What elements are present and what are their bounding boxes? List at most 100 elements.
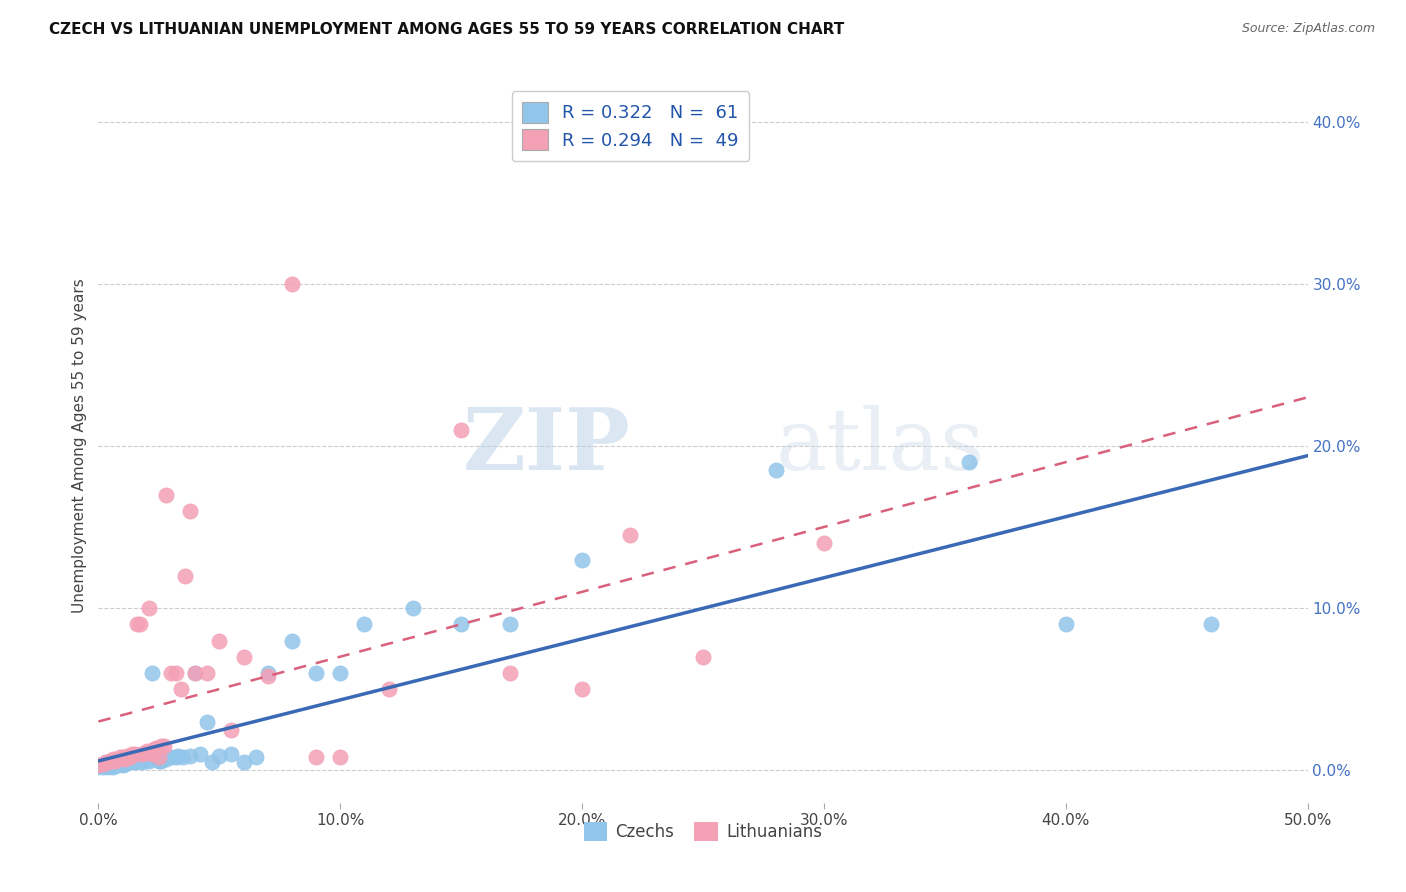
Point <box>765 463 787 477</box>
Point <box>97 756 120 770</box>
Point <box>141 747 163 761</box>
Point <box>91 756 114 771</box>
Point <box>208 748 231 763</box>
Point <box>104 754 127 768</box>
Point <box>104 758 127 772</box>
Point <box>118 756 141 770</box>
Point <box>138 754 160 768</box>
Text: Source: ZipAtlas.com: Source: ZipAtlas.com <box>1241 22 1375 36</box>
Point <box>148 750 170 764</box>
Point <box>165 666 187 681</box>
Point <box>169 682 191 697</box>
Point <box>127 754 149 768</box>
Y-axis label: Unemployment Among Ages 55 to 59 years: Unemployment Among Ages 55 to 59 years <box>72 278 87 614</box>
Point <box>221 747 243 761</box>
Point <box>256 669 278 683</box>
Point <box>150 739 173 753</box>
Point <box>87 760 110 774</box>
Point <box>172 750 194 764</box>
Point <box>571 552 593 566</box>
Point <box>131 752 153 766</box>
Point <box>128 617 150 632</box>
Point <box>245 750 267 764</box>
Point <box>201 756 224 770</box>
Point <box>124 754 146 768</box>
Point <box>107 756 129 770</box>
Point <box>131 756 153 770</box>
Point <box>107 758 129 772</box>
Point <box>94 756 117 770</box>
Point <box>138 601 160 615</box>
Point <box>134 746 156 760</box>
Point <box>100 754 122 768</box>
Point <box>184 666 207 681</box>
Point <box>111 750 134 764</box>
Point <box>150 754 173 768</box>
Text: atlas: atlas <box>776 404 984 488</box>
Point <box>813 536 835 550</box>
Point <box>107 752 129 766</box>
Point <box>94 756 117 770</box>
Point <box>131 747 153 761</box>
Point <box>184 666 207 681</box>
Point <box>450 423 472 437</box>
Point <box>498 666 520 681</box>
Point <box>135 744 157 758</box>
Text: ZIP: ZIP <box>463 404 630 488</box>
Point <box>111 756 134 770</box>
Point <box>498 617 520 632</box>
Point <box>117 754 139 768</box>
Point <box>179 748 201 763</box>
Point <box>101 752 124 766</box>
Point <box>152 750 174 764</box>
Point <box>305 666 328 681</box>
Legend: Czechs, Lithuanians: Czechs, Lithuanians <box>578 815 828 848</box>
Point <box>221 723 243 737</box>
Point <box>135 752 157 766</box>
Point <box>402 601 425 615</box>
Point <box>305 750 328 764</box>
Point <box>160 666 183 681</box>
Point <box>94 758 117 772</box>
Point <box>114 756 136 771</box>
Point <box>281 277 304 291</box>
Point <box>155 752 177 766</box>
Point <box>692 649 714 664</box>
Point <box>329 750 352 764</box>
Point <box>353 617 375 632</box>
Point <box>232 756 254 770</box>
Point <box>165 750 187 764</box>
Point <box>141 666 163 681</box>
Point <box>118 750 141 764</box>
Point <box>232 649 254 664</box>
Point <box>256 666 278 681</box>
Point <box>97 760 120 774</box>
Point <box>117 748 139 763</box>
Point <box>128 752 150 766</box>
Point <box>571 682 593 697</box>
Point <box>127 617 149 632</box>
Point <box>124 747 146 761</box>
Point <box>145 752 167 766</box>
Point <box>114 754 136 768</box>
Point <box>121 754 143 768</box>
Point <box>619 528 641 542</box>
Point <box>100 756 122 771</box>
Point <box>174 568 197 582</box>
Point <box>145 740 167 755</box>
Point <box>134 754 156 768</box>
Point <box>188 747 211 761</box>
Point <box>143 742 166 756</box>
Point <box>101 760 124 774</box>
Point <box>111 758 134 772</box>
Point <box>1054 617 1077 632</box>
Point <box>377 682 399 697</box>
Point <box>179 504 201 518</box>
Point <box>108 756 131 771</box>
Point <box>124 756 146 770</box>
Point <box>121 747 143 761</box>
Text: CZECH VS LITHUANIAN UNEMPLOYMENT AMONG AGES 55 TO 59 YEARS CORRELATION CHART: CZECH VS LITHUANIAN UNEMPLOYMENT AMONG A… <box>49 22 845 37</box>
Point <box>281 633 304 648</box>
Point <box>117 756 139 770</box>
Point <box>450 617 472 632</box>
